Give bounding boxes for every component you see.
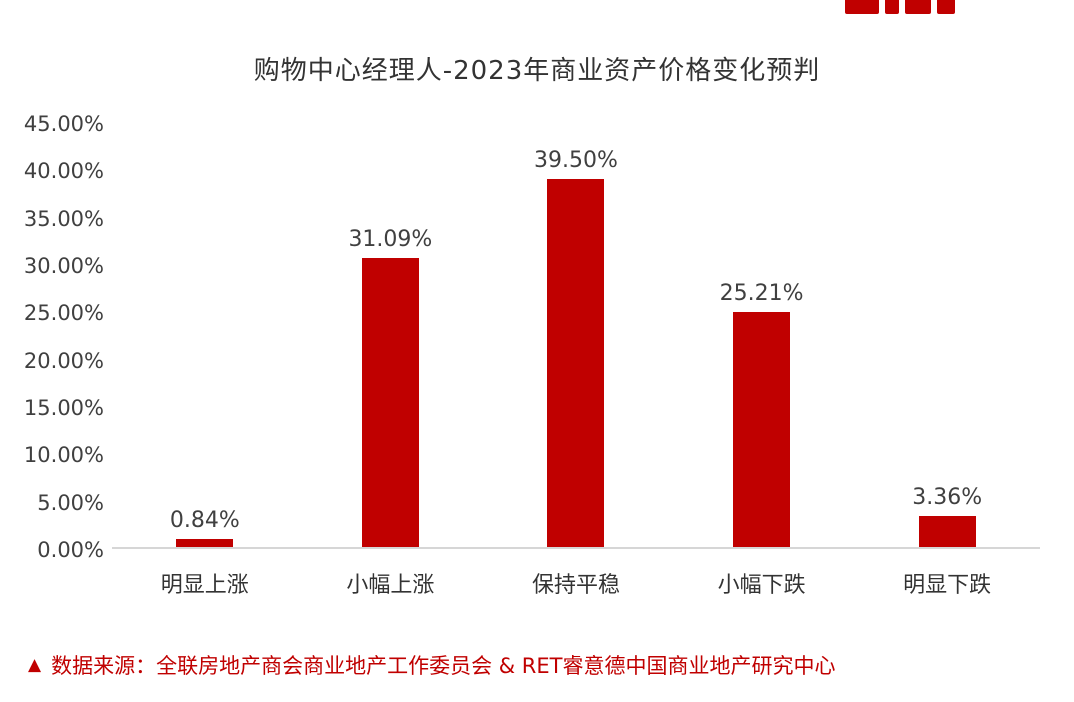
- x-axis: 明显上涨 小幅上涨 保持平稳 小幅下跌 明显下跌: [112, 567, 1040, 599]
- brand-logo-fragment-icon: [905, 0, 931, 14]
- triangle-icon: ▲: [28, 654, 42, 675]
- bar: [176, 539, 234, 547]
- bar-column: 25.21%: [669, 128, 855, 547]
- bar: [733, 312, 791, 547]
- y-axis-label: 45.00%: [23, 112, 104, 136]
- y-axis-label: 30.00%: [23, 253, 104, 278]
- brand-logo-fragment-icon: [937, 0, 955, 14]
- x-axis-label: 明显上涨: [160, 573, 249, 598]
- brand-logo-partial: [845, 0, 965, 14]
- y-axis-label: 40.00%: [23, 159, 104, 184]
- x-axis-label: 保持平稳: [531, 573, 620, 598]
- bar-value-label: 3.36%: [912, 485, 983, 510]
- y-axis-label: 5.00%: [37, 490, 104, 515]
- y-axis-label: 10.00%: [23, 443, 104, 468]
- y-axis-label: 15.00%: [23, 395, 104, 420]
- x-axis-label: 小幅下跌: [717, 573, 806, 598]
- bar-value-label: 0.84%: [169, 508, 240, 533]
- brand-logo-fragment-icon: [845, 0, 879, 14]
- y-axis-label: 35.00%: [23, 206, 104, 231]
- bar-column: 3.36%: [854, 128, 1040, 547]
- x-axis-label: 小幅上涨: [346, 573, 435, 598]
- y-axis-label: 0.00%: [37, 537, 104, 562]
- bar: [361, 258, 419, 547]
- bar-column: 0.84%: [112, 128, 298, 547]
- y-axis-label: 20.00%: [23, 348, 104, 373]
- brand-logo-fragment-icon: [885, 0, 899, 14]
- source-text: 数据来源：全联房地产商会商业地产工作委员会 & RET睿意德中国商业地产研究中心: [51, 654, 836, 678]
- source-footer: ▲ 数据来源：全联房地产商会商业地产工作委员会 & RET睿意德中国商业地产研究…: [28, 650, 836, 680]
- bar-value-label: 39.50%: [534, 148, 618, 173]
- bar: [547, 179, 605, 547]
- plot-area: 0.84% 31.09% 39.50% 25.21% 3.36%: [112, 128, 1040, 549]
- x-axis-label: 明显下跌: [903, 573, 992, 598]
- y-axis: 45.00% 40.00% 35.00% 30.00% 25.00% 20.00% 15.0…: [0, 114, 104, 561]
- bar-value-label: 31.09%: [348, 227, 433, 252]
- bar-value-label: 25.21%: [719, 281, 804, 306]
- bar: [918, 516, 976, 547]
- bar-column: 39.50%: [483, 128, 669, 547]
- chart-title: 购物中心经理人-2023年商业资产价格变化预判: [253, 56, 821, 86]
- bar-column: 31.09%: [298, 128, 484, 547]
- y-axis-label: 25.00%: [23, 301, 104, 326]
